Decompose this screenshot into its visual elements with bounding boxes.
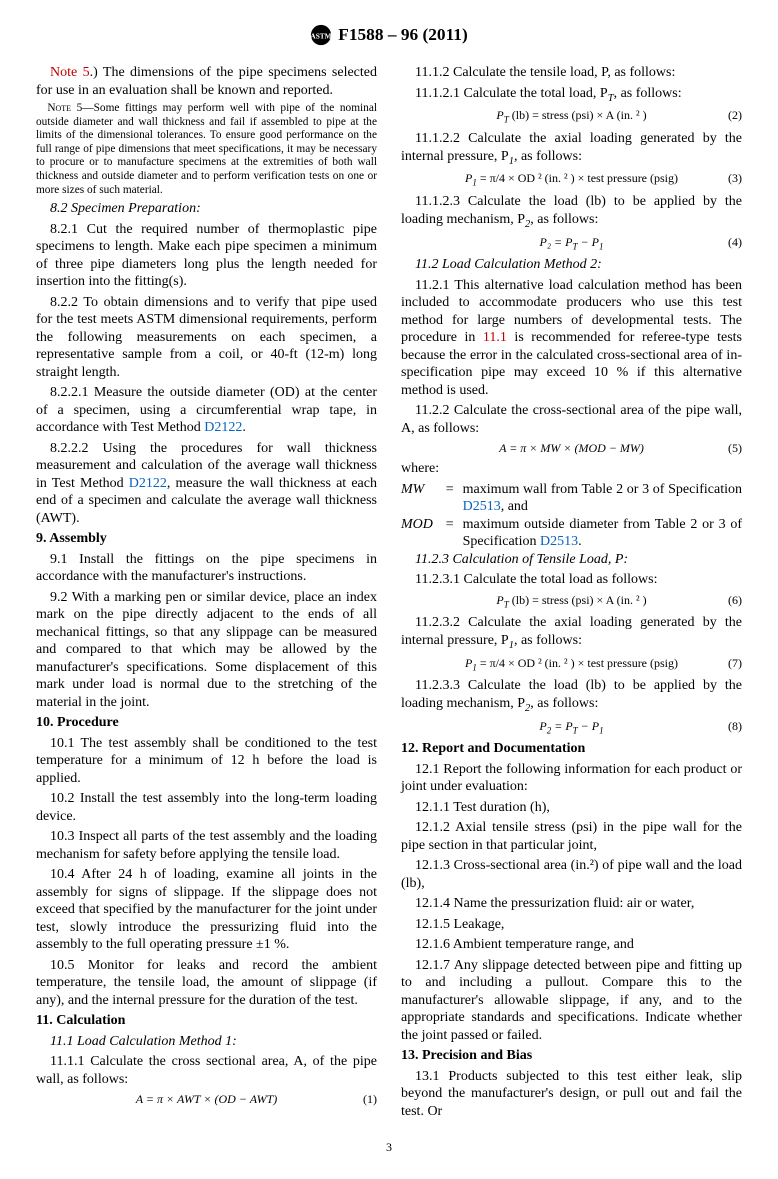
sec-11-1-2-2: 11.1.2.2 Calculate the axial loading gen… <box>401 130 742 167</box>
sec-11-2-3: 11.2.3 Calculation of Tensile Load, P: <box>401 551 742 569</box>
sec-8-2-2-2: 8.2.2.2 Using the procedures for wall th… <box>36 440 377 528</box>
sec-11-2-2: 11.2.2 Calculate the cross-sectional are… <box>401 402 742 437</box>
sec-12-1-4: 12.1.4 Name the pressurization fluid: ai… <box>401 895 742 913</box>
sec-10-1: 10.1 The test assembly shall be conditio… <box>36 735 377 788</box>
note-5: Note 5—Some fittings may perform well wi… <box>36 102 377 197</box>
sec-11-1-2: 11.1.2 Calculate the tensile load, P, as… <box>401 64 742 82</box>
heading-10: 10. Procedure <box>36 714 377 732</box>
sec-11-2: 11.2 Load Calculation Method 2: <box>401 256 742 274</box>
sec-10-2: 10.2 Install the test assembly into the … <box>36 790 377 825</box>
sec-9-1: 9.1 Install the fittings on the pipe spe… <box>36 551 377 586</box>
sec-12-1-7: 12.1.7 Any slippage detected between pip… <box>401 957 742 1045</box>
sec-10-5: 10.5 Monitor for leaks and record the am… <box>36 957 377 1010</box>
sec-12-1-5: 12.1.5 Leakage, <box>401 916 742 934</box>
heading-13: 13. Precision and Bias <box>401 1047 742 1065</box>
sec-11-2-1: 11.2.1 This alternative load calculation… <box>401 277 742 400</box>
equation-5: A = π × MW × (MOD − MW)(5) <box>401 441 742 456</box>
sec-10-3: 10.3 Inspect all parts of the test assem… <box>36 828 377 863</box>
sec-10-4: 10.4 After 24 h of loading, examine all … <box>36 866 377 954</box>
sec-8-2: 8.2 Specimen Preparation: <box>36 200 377 218</box>
designation: F1588 – 96 (2011) <box>338 24 467 46</box>
sec-12-1-3: 12.1.3 Cross-sectional area (in.²) of pi… <box>401 857 742 892</box>
sec-11-1-2-3: 11.1.2.3 Calculate the load (lb) to be a… <box>401 193 742 230</box>
equation-2: PT (lb) = stress (psi) × A (in. ² )(2) <box>401 108 742 126</box>
heading-9: 9. Assembly <box>36 530 377 548</box>
sec-11-1-1: 11.1.1 Calculate the cross sectional are… <box>36 1053 377 1088</box>
content-columns: Note 5.) The dimensions of the pipe spec… <box>36 64 742 1120</box>
sec-9-2: 9.2 With a marking pen or similar device… <box>36 589 377 712</box>
xref-11-1: 11.1 <box>483 330 507 345</box>
sec-12-1: 12.1 Report the following information fo… <box>401 761 742 796</box>
sec-12-1-2: 12.1.2 Axial tensile stress (psi) in the… <box>401 819 742 854</box>
svg-text:ASTM: ASTM <box>311 32 332 41</box>
equation-3: P1 = π/4 × OD ² (in. ² ) × test pressure… <box>401 171 742 189</box>
sec-8-2-2: 8.2.2 To obtain dimensions and to verify… <box>36 294 377 382</box>
ref-d2513-b: D2513 <box>540 534 578 549</box>
ref-d2513-a: D2513 <box>463 499 501 514</box>
sec-13-1: 13.1 Products subjected to this test eit… <box>401 1068 742 1121</box>
sec-11-1: 11.1 Load Calculation Method 1: <box>36 1033 377 1051</box>
sec-11-2-3-1: 11.2.3.1 Calculate the total load as fol… <box>401 571 742 589</box>
intro-cont: Note 5.) The dimensions of the pipe spec… <box>36 64 377 99</box>
where-label: where: <box>401 460 742 478</box>
sec-12-1-6: 12.1.6 Ambient temperature range, and <box>401 936 742 954</box>
equation-8: P2 = PT − P1(8) <box>401 719 742 737</box>
astm-logo-icon: ASTM <box>310 24 332 46</box>
sec-8-2-1: 8.2.1 Cut the required number of thermop… <box>36 221 377 291</box>
sec-11-2-3-3: 11.2.3.3 Calculate the load (lb) to be a… <box>401 677 742 714</box>
equation-4: P₂ = PT − P1(4) <box>401 235 742 253</box>
note5-xref: Note 5 <box>50 65 90 80</box>
ref-d2122-b: D2122 <box>129 476 167 491</box>
def-mod: MOD = maximum outside diameter from Tabl… <box>401 516 742 551</box>
sec-8-2-2-1: 8.2.2.1 Measure the outside diameter (OD… <box>36 384 377 437</box>
page-header: ASTM F1588 – 96 (2011) <box>36 24 742 46</box>
page-number: 3 <box>36 1140 742 1155</box>
equation-6: PT (lb) = stress (psi) × A (in. ² )(6) <box>401 593 742 611</box>
def-mw: MW = maximum wall from Table 2 or 3 of S… <box>401 481 742 516</box>
equation-1: A = π × AWT × (OD − AWT)(1) <box>36 1092 377 1107</box>
sec-12-1-1: 12.1.1 Test duration (h), <box>401 799 742 817</box>
ref-d2122-a: D2122 <box>204 420 242 435</box>
equation-7: P1 = π/4 × OD ² (in. ² ) × test pressure… <box>401 656 742 674</box>
sec-11-1-2-1: 11.1.2.1 Calculate the total load, PT, a… <box>401 85 742 105</box>
heading-12: 12. Report and Documentation <box>401 740 742 758</box>
sec-11-2-3-2: 11.2.3.2 Calculate the axial loading gen… <box>401 614 742 651</box>
heading-11: 11. Calculation <box>36 1012 377 1030</box>
